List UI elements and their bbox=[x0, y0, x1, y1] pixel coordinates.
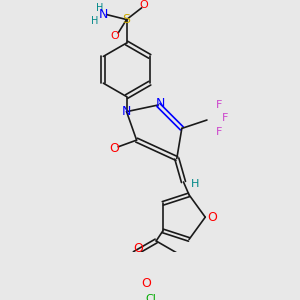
Text: Cl: Cl bbox=[146, 294, 157, 300]
Text: S: S bbox=[123, 13, 130, 26]
Text: H: H bbox=[191, 179, 200, 189]
Text: N: N bbox=[155, 97, 165, 110]
Text: F: F bbox=[215, 127, 222, 137]
Text: N: N bbox=[98, 8, 108, 21]
Text: F: F bbox=[215, 100, 222, 110]
Text: H: H bbox=[91, 16, 98, 26]
Text: O: O bbox=[207, 211, 217, 224]
Text: O: O bbox=[141, 277, 151, 290]
Text: O: O bbox=[109, 142, 119, 155]
Text: H: H bbox=[96, 3, 103, 13]
Text: N: N bbox=[122, 105, 131, 118]
Text: O: O bbox=[133, 242, 143, 255]
Text: O: O bbox=[110, 31, 119, 41]
Text: O: O bbox=[140, 0, 148, 10]
Text: F: F bbox=[222, 113, 229, 123]
